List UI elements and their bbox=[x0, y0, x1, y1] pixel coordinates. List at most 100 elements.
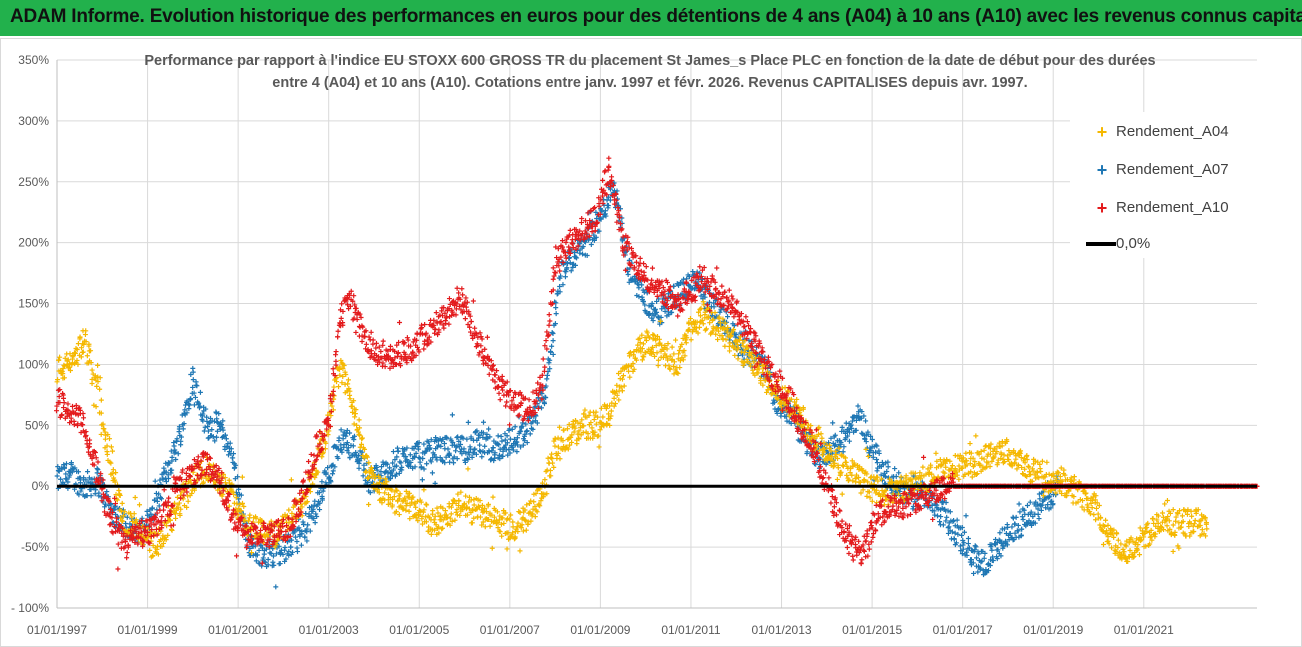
y-tick-label: 100% bbox=[18, 357, 49, 371]
data-point bbox=[394, 445, 400, 451]
x-tick-label: 01/01/2011 bbox=[661, 623, 720, 637]
data-point bbox=[310, 506, 316, 512]
data-point bbox=[325, 465, 331, 471]
data-point bbox=[368, 329, 374, 335]
data-point bbox=[424, 502, 430, 508]
data-point bbox=[320, 488, 326, 494]
data-point bbox=[297, 533, 303, 539]
data-point bbox=[940, 522, 946, 528]
data-point bbox=[124, 555, 130, 561]
data-point bbox=[625, 271, 631, 277]
data-point bbox=[427, 445, 433, 451]
data-point bbox=[224, 444, 230, 450]
data-point bbox=[621, 383, 627, 389]
data-point bbox=[76, 492, 82, 498]
data-point bbox=[553, 311, 559, 317]
data-point bbox=[370, 337, 376, 343]
data-point bbox=[197, 389, 203, 395]
data-point bbox=[188, 371, 194, 377]
data-point bbox=[98, 397, 104, 403]
data-point bbox=[296, 525, 302, 531]
data-point bbox=[205, 424, 211, 430]
data-point bbox=[200, 411, 206, 417]
data-point bbox=[330, 366, 336, 372]
data-point bbox=[937, 519, 943, 525]
data-point bbox=[238, 492, 244, 498]
data-point bbox=[1093, 505, 1099, 511]
data-point bbox=[627, 374, 633, 380]
data-point bbox=[204, 414, 210, 420]
data-point bbox=[363, 341, 369, 347]
data-point bbox=[963, 450, 969, 456]
data-point bbox=[127, 521, 133, 527]
data-point bbox=[453, 448, 459, 454]
data-point bbox=[655, 357, 661, 363]
data-point bbox=[305, 522, 311, 528]
data-point bbox=[456, 498, 462, 504]
data-point bbox=[846, 438, 852, 444]
data-point bbox=[550, 460, 556, 466]
data-point bbox=[387, 465, 393, 471]
data-point bbox=[390, 460, 396, 466]
data-point bbox=[465, 419, 471, 425]
data-point bbox=[124, 514, 130, 520]
data-point bbox=[353, 329, 359, 335]
data-point bbox=[188, 396, 194, 402]
data-point bbox=[192, 394, 198, 400]
x-tick-label: 01/01/2019 bbox=[1023, 623, 1083, 637]
data-point bbox=[404, 457, 410, 463]
data-point bbox=[168, 523, 174, 529]
data-point bbox=[161, 487, 167, 493]
data-point bbox=[1111, 534, 1117, 540]
data-point bbox=[317, 500, 323, 506]
data-point bbox=[293, 534, 299, 540]
data-point bbox=[562, 274, 568, 280]
data-point bbox=[501, 520, 507, 526]
data-point bbox=[366, 475, 372, 481]
data-point bbox=[393, 471, 399, 477]
data-point bbox=[463, 295, 469, 301]
data-point bbox=[1105, 538, 1111, 544]
data-point bbox=[1191, 529, 1197, 535]
y-tick-label: 150% bbox=[18, 297, 49, 311]
data-point bbox=[362, 333, 368, 339]
data-point bbox=[843, 459, 849, 465]
y-tick-label: 50% bbox=[25, 418, 49, 432]
data-point bbox=[304, 538, 310, 544]
data-point bbox=[345, 377, 351, 383]
data-point bbox=[1178, 524, 1184, 530]
data-point bbox=[282, 547, 288, 553]
data-point bbox=[1013, 514, 1019, 520]
data-point bbox=[727, 340, 733, 346]
data-point bbox=[428, 459, 434, 465]
data-point bbox=[1027, 469, 1033, 475]
data-point bbox=[542, 477, 548, 483]
data-point bbox=[187, 402, 193, 408]
data-point bbox=[77, 405, 83, 411]
data-point bbox=[451, 460, 457, 466]
data-point bbox=[286, 507, 292, 513]
data-point bbox=[311, 516, 317, 522]
y-tick-label: 250% bbox=[18, 175, 49, 189]
data-point bbox=[208, 415, 214, 421]
series-rendement-a07 bbox=[54, 180, 1061, 590]
data-point bbox=[306, 458, 312, 464]
data-point bbox=[413, 450, 419, 456]
data-point bbox=[551, 464, 557, 470]
data-point bbox=[405, 337, 411, 343]
data-point bbox=[593, 409, 599, 415]
banner-title: ADAM Informe. Evolution historique des p… bbox=[10, 6, 1302, 27]
data-point bbox=[398, 460, 404, 466]
data-point bbox=[65, 479, 71, 485]
data-point bbox=[228, 446, 234, 452]
data-point bbox=[166, 460, 172, 466]
data-point bbox=[920, 464, 926, 470]
data-point bbox=[462, 316, 468, 322]
data-point bbox=[544, 376, 550, 382]
data-point bbox=[669, 344, 675, 350]
data-point bbox=[350, 443, 356, 449]
data-point bbox=[307, 528, 313, 534]
data-point bbox=[319, 479, 325, 485]
data-point bbox=[112, 504, 118, 510]
data-point bbox=[667, 366, 673, 372]
